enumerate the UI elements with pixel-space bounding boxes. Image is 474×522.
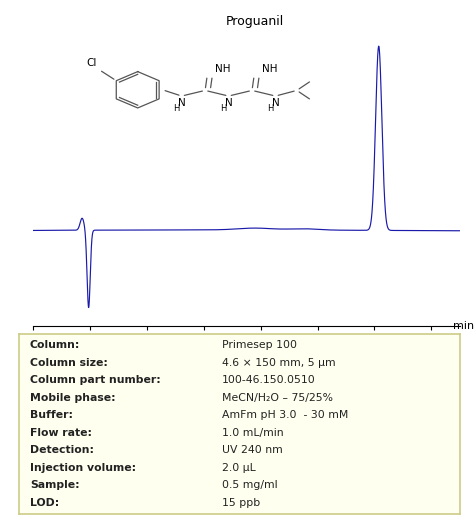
Text: 4.6 × 150 mm, 5 μm: 4.6 × 150 mm, 5 μm xyxy=(222,358,336,368)
Text: N: N xyxy=(178,98,185,108)
Text: NH: NH xyxy=(215,64,230,74)
Text: 2.0 μL: 2.0 μL xyxy=(222,463,255,473)
Text: H: H xyxy=(267,104,273,113)
Text: Cl: Cl xyxy=(87,58,97,68)
Text: Detection:: Detection: xyxy=(30,445,94,455)
Text: 100-46.150.0510: 100-46.150.0510 xyxy=(222,375,316,385)
Text: AmFm pH 3.0  - 30 mM: AmFm pH 3.0 - 30 mM xyxy=(222,410,348,420)
Text: H: H xyxy=(220,104,226,113)
Text: NH: NH xyxy=(262,64,277,74)
Text: H: H xyxy=(173,104,179,113)
Text: N: N xyxy=(272,98,279,108)
Text: Column part number:: Column part number: xyxy=(30,375,161,385)
Text: Mobile phase:: Mobile phase: xyxy=(30,393,116,403)
Text: Column:: Column: xyxy=(30,340,81,350)
Text: Buffer:: Buffer: xyxy=(30,410,73,420)
Text: min: min xyxy=(453,321,474,331)
Text: UV 240 nm: UV 240 nm xyxy=(222,445,283,455)
Text: Column size:: Column size: xyxy=(30,358,108,368)
Text: Injection volume:: Injection volume: xyxy=(30,463,136,473)
Text: MeCN/H₂O – 75/25%: MeCN/H₂O – 75/25% xyxy=(222,393,333,403)
Text: LOD:: LOD: xyxy=(30,498,59,508)
Text: Sample:: Sample: xyxy=(30,480,80,490)
Text: N: N xyxy=(225,98,232,108)
Text: 1.0 mL/min: 1.0 mL/min xyxy=(222,428,283,438)
Text: Primesep 100: Primesep 100 xyxy=(222,340,297,350)
Text: 15 ppb: 15 ppb xyxy=(222,498,260,508)
Text: Proguanil: Proguanil xyxy=(226,15,284,28)
Text: Flow rate:: Flow rate: xyxy=(30,428,92,438)
Text: 0.5 mg/ml: 0.5 mg/ml xyxy=(222,480,277,490)
